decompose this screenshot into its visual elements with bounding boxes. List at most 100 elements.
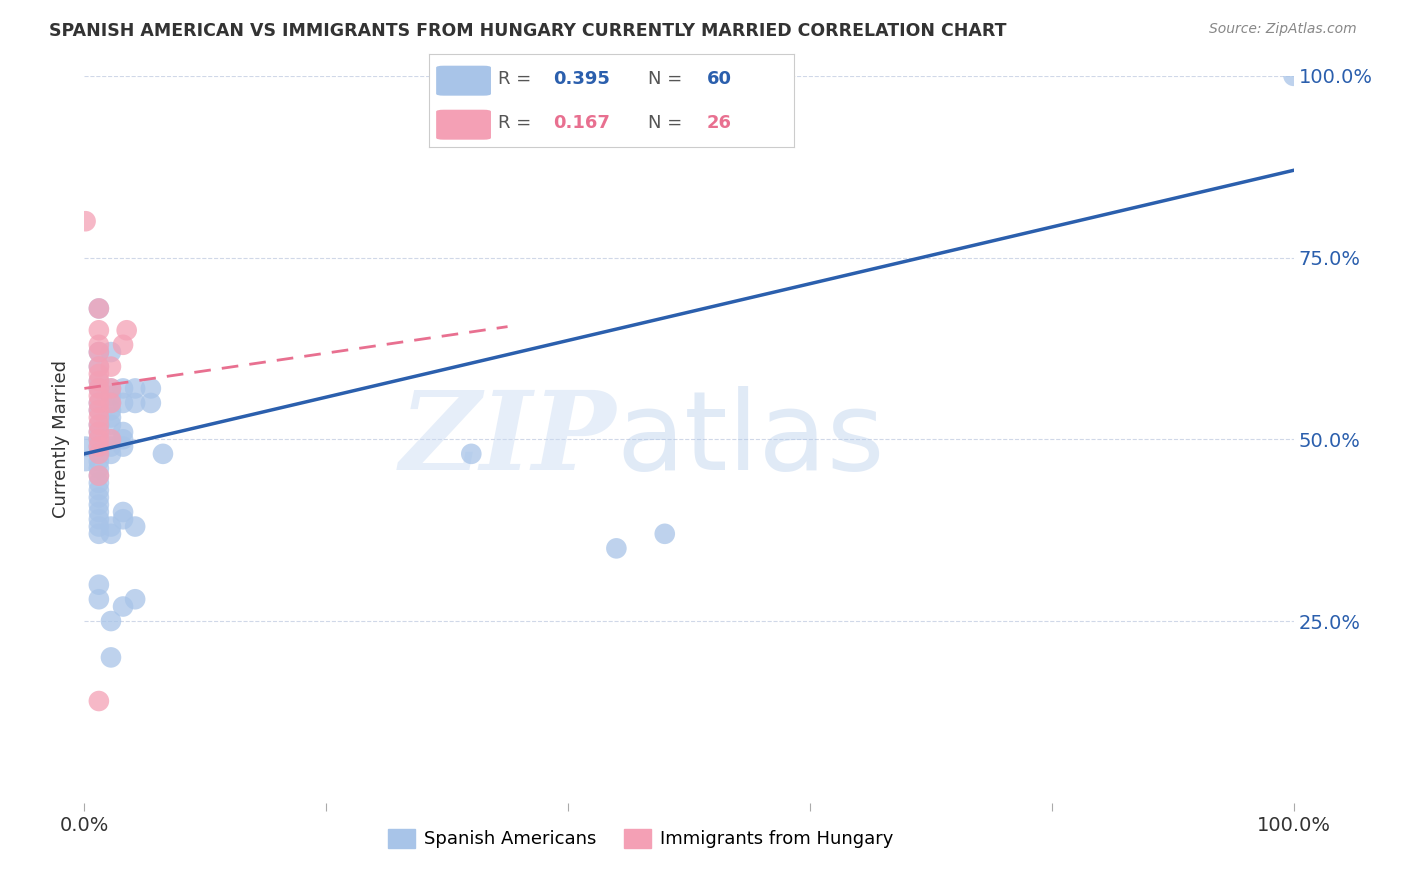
Point <box>87 432 110 446</box>
Point <box>124 396 146 410</box>
Point <box>100 396 122 410</box>
Point <box>605 541 627 556</box>
Point <box>87 461 110 475</box>
Point <box>100 417 122 432</box>
FancyBboxPatch shape <box>436 110 491 140</box>
Point <box>87 505 110 519</box>
Point <box>100 345 122 359</box>
Point <box>1282 69 1305 83</box>
Point <box>87 403 110 417</box>
Point <box>100 403 122 417</box>
Point <box>100 389 122 403</box>
Text: N =: N = <box>648 114 688 132</box>
FancyBboxPatch shape <box>436 66 491 95</box>
Point <box>87 512 110 526</box>
Point <box>87 396 110 410</box>
Point <box>112 338 135 352</box>
Point <box>87 475 110 490</box>
Point <box>112 432 135 446</box>
Point <box>112 505 135 519</box>
Point <box>112 512 135 526</box>
Point <box>87 468 110 483</box>
Point <box>87 447 110 461</box>
Point <box>87 592 110 607</box>
Text: 60: 60 <box>707 70 731 87</box>
Point <box>87 498 110 512</box>
Text: atlas: atlas <box>616 386 884 492</box>
Point <box>100 381 122 395</box>
Point <box>87 417 110 432</box>
Point <box>87 381 110 395</box>
Point <box>100 381 122 395</box>
Point <box>100 432 122 446</box>
Point <box>100 614 122 628</box>
Point <box>87 454 110 468</box>
Point <box>100 432 122 446</box>
Point <box>87 468 110 483</box>
Point <box>124 519 146 533</box>
Point <box>87 526 110 541</box>
Point <box>87 578 110 592</box>
Point <box>100 440 122 454</box>
Point <box>87 301 110 316</box>
Point <box>87 410 110 425</box>
Point <box>87 301 110 316</box>
Point <box>100 650 122 665</box>
Point <box>87 367 110 381</box>
Text: 0.395: 0.395 <box>553 70 610 87</box>
Point <box>87 519 110 533</box>
Text: R =: R = <box>498 70 537 87</box>
Point <box>75 214 97 228</box>
Text: SPANISH AMERICAN VS IMMIGRANTS FROM HUNGARY CURRENTLY MARRIED CORRELATION CHART: SPANISH AMERICAN VS IMMIGRANTS FROM HUNG… <box>49 22 1007 40</box>
Point <box>100 519 122 533</box>
Point <box>87 374 110 388</box>
Text: Source: ZipAtlas.com: Source: ZipAtlas.com <box>1209 22 1357 37</box>
Point <box>87 432 110 446</box>
Point <box>87 425 110 439</box>
Point <box>100 526 122 541</box>
Point <box>75 440 97 454</box>
Point <box>87 374 110 388</box>
Y-axis label: Currently Married: Currently Married <box>52 360 70 518</box>
Point <box>87 491 110 505</box>
Text: 26: 26 <box>707 114 731 132</box>
Point <box>139 396 162 410</box>
Point <box>87 440 110 454</box>
Point <box>460 447 482 461</box>
Point <box>75 454 97 468</box>
Point <box>87 389 110 403</box>
Text: R =: R = <box>498 114 537 132</box>
Point <box>87 338 110 352</box>
Point <box>87 483 110 498</box>
Point <box>100 410 122 425</box>
Point <box>87 323 110 337</box>
Point <box>100 359 122 374</box>
Point <box>87 359 110 374</box>
Point <box>87 345 110 359</box>
Point <box>112 440 135 454</box>
Point <box>87 694 110 708</box>
Point <box>87 417 110 432</box>
Point <box>87 425 110 439</box>
Point <box>87 440 110 454</box>
Point <box>124 381 146 395</box>
Point <box>87 345 110 359</box>
Point <box>112 425 135 439</box>
Point <box>112 396 135 410</box>
Point <box>87 403 110 417</box>
Text: ZIP: ZIP <box>399 385 616 493</box>
Point <box>87 359 110 374</box>
Point <box>152 447 174 461</box>
Point <box>87 447 110 461</box>
Point <box>115 323 138 337</box>
Point <box>100 447 122 461</box>
Point <box>139 381 162 395</box>
Point <box>124 592 146 607</box>
Text: N =: N = <box>648 70 688 87</box>
Point <box>87 396 110 410</box>
Text: 0.167: 0.167 <box>553 114 610 132</box>
Point <box>654 526 676 541</box>
Point <box>112 599 135 614</box>
Point <box>112 381 135 395</box>
Point <box>100 396 122 410</box>
